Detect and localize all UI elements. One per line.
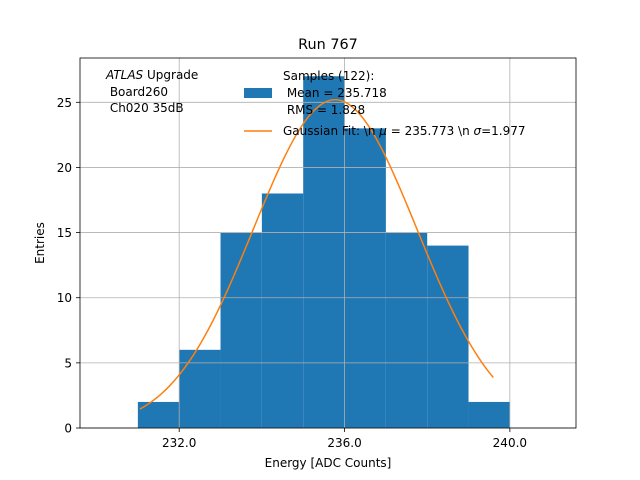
annotation-line-2: Board260 (106, 85, 168, 99)
legend-fit-mu: μ (378, 124, 387, 138)
y-axis-ticks: 0 5 10 15 20 25 (57, 96, 80, 436)
legend: Samples (122): Mean = 235.718 RMS = 1.82… (244, 69, 526, 138)
legend-histogram-swatch (244, 88, 272, 98)
y-tick-label: 5 (64, 356, 72, 370)
y-tick-label: 15 (57, 226, 72, 240)
annotation-line-3: Ch020 35dB (106, 101, 184, 115)
x-tick-label: 240.0 (493, 436, 527, 450)
y-tick-label: 25 (57, 96, 72, 110)
histogram-bar (427, 245, 469, 428)
histogram-bar (385, 232, 428, 428)
gaussian-fit-curve (139, 98, 494, 410)
x-tick-label: 232.0 (162, 436, 196, 450)
legend-fit-label: Gaussian Fit: \n μ = 235.773 \n σ=1.977 (283, 124, 526, 138)
histogram-bar (261, 193, 304, 428)
y-tick-label: 10 (57, 291, 72, 305)
x-tick-label: 236.0 (327, 436, 361, 450)
histogram-bar (179, 349, 221, 428)
y-axis-label: Entries (33, 222, 47, 264)
plot-area: 232.0 236.0 240.0 0 5 10 15 20 25 (57, 57, 577, 450)
plot-frame (79, 57, 577, 429)
legend-fit-sigma: σ (474, 124, 482, 138)
x-axis-label: Energy [ADC Counts] (265, 456, 392, 470)
annotation-italic: ATLAS (105, 68, 144, 82)
atlas-annotation: ATLAS Upgrade Board260 Ch020 35dB (105, 68, 198, 115)
annotation-line-1: ATLAS Upgrade (105, 68, 198, 82)
histogram-bar (303, 76, 345, 428)
legend-fit-part-b: = 235.773 \n (387, 124, 474, 138)
legend-fit-part-a: Gaussian Fit: \n (283, 124, 379, 138)
annotation-rest: Upgrade (143, 68, 198, 82)
x-axis-ticks: 232.0 236.0 240.0 (162, 428, 527, 450)
histogram-bar (220, 232, 262, 428)
histogram-bars (137, 76, 510, 428)
legend-hist-line-1: Samples (122): (283, 69, 374, 83)
histogram-bar (468, 401, 510, 428)
chart-title: Run 767 (298, 37, 358, 53)
histogram-bar (344, 128, 386, 428)
legend-hist-line-3: RMS = 1.828 (283, 103, 365, 117)
y-tick-label: 0 (64, 422, 72, 436)
legend-fit-part-c: =1.977 (481, 124, 525, 138)
y-tick-label: 20 (57, 161, 72, 175)
legend-hist-line-2: Mean = 235.718 (283, 86, 387, 100)
